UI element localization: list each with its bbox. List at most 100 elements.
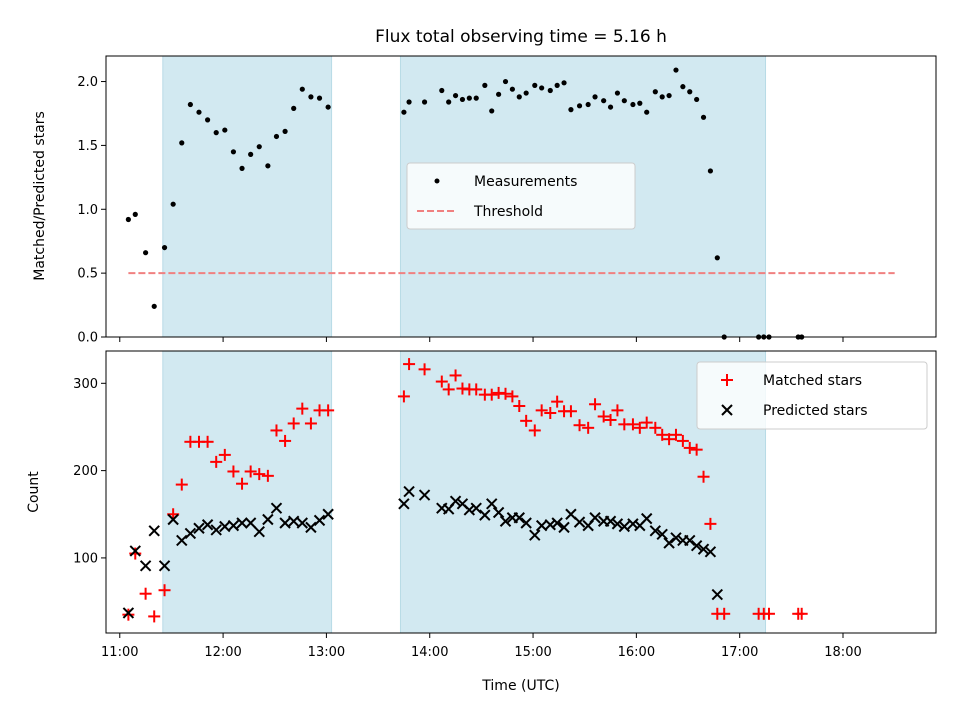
x-tick-label: 16:00 [618,645,655,660]
measurement-point [282,128,288,134]
matched-star-point [649,421,662,434]
observing-windows [162,350,767,634]
predicted-star-point [253,526,265,538]
predicted-star-point [158,560,171,572]
matched-star-point [244,465,257,478]
measurement-point [459,96,466,103]
y-tick-label: 200 [73,464,98,479]
matched-star-point [485,388,498,401]
predicted-star-point [558,521,570,534]
measurement-point [421,99,428,105]
matched-star-point [279,434,292,447]
measurement-point [204,117,211,123]
matched-star-point [597,410,610,423]
measurement-point [132,211,138,217]
y-tick-label: 300 [73,377,98,392]
count-legend-box [696,361,928,430]
measurement-point [523,90,529,96]
measurement-point [576,103,583,109]
measurement-point [308,94,314,100]
matched-star-point [551,395,564,408]
measurement-point [637,100,643,106]
matched-star-point [795,607,808,620]
y-tick-label: 2.0 [77,75,98,90]
matched-star-point [122,608,135,621]
predicted-star-point [670,532,682,544]
predicted-star-point [176,534,188,547]
predicted-star-point [697,543,710,555]
predicted-star-point [129,545,141,557]
matched-star-point [573,419,586,432]
matched-star-point [544,406,557,419]
y-tick-label: 0.5 [77,267,98,282]
measurement-point [473,95,479,101]
matched-star-point [236,477,249,490]
matched-star-point [470,383,483,396]
predicted-star-point [236,517,248,529]
measurement-point [299,86,305,92]
measurement-point [230,149,237,155]
predicted-star-point [167,513,179,526]
predicted-star-point [244,517,257,529]
measurement-point [143,250,149,256]
predicted-star-point [663,537,675,549]
observing-window-1 [162,350,333,634]
ratio-y-ticks: 0.0 0.5 1.0 1.5 2.0 [77,75,106,346]
measurement-point [652,89,658,95]
ratio-axes-frame [105,55,937,338]
measurement-point [568,107,574,113]
measurement-point [607,104,614,110]
predicted-star-point [403,485,415,498]
legend-matched-label: Matched stars [763,373,862,389]
measurement-point [502,78,509,85]
predicted-star-point [201,519,214,531]
predicted-star-point [296,517,309,529]
measurement-point [482,82,488,88]
matched-star-point [418,363,431,376]
matched-star-point [287,417,300,430]
predicted-star-point [611,518,624,530]
ratio-legend-box [406,162,636,230]
predicted-star-point [684,534,696,547]
measurement-point [554,82,560,88]
predicted-star-point [649,525,662,537]
y-tick-label: 1.0 [77,203,98,218]
predicted-star-point [704,546,717,558]
x-tick-label: 17:00 [721,645,758,660]
matched-star-point [762,607,775,620]
matched-star-point [158,584,171,597]
predicted-star-point [711,588,724,601]
measurement-point [687,89,693,95]
measurement-point [700,114,707,120]
matched-star-point [669,428,682,441]
x-tick-label: 15:00 [514,645,551,660]
matched-star-point [253,468,266,481]
legend-matched-marker [721,374,733,386]
matched-star-point [704,517,717,530]
predicted-star-point [492,506,505,519]
matched-star-point [442,383,455,396]
measurement-point [644,109,650,115]
matched-star-point [210,455,223,468]
measurement-point [547,87,553,94]
measurement-point [539,85,545,91]
matched-star-point [589,398,602,411]
matched-star-point [261,469,274,482]
predicted-star-point [184,527,197,540]
matched-star-point [435,375,448,388]
count-x-ticks: 11:00 12:00 13:00 14:00 15:00 16:00 17:00 18:00 [101,633,862,660]
matched-star-point [322,404,335,417]
measurement-point [630,101,636,108]
measurement-point [222,127,228,133]
predicted-star-point [313,514,326,527]
legend-predicted-label: Predicted stars [763,403,868,419]
matched-star-point [718,607,731,620]
matched-star-point [520,414,533,427]
ratio-legend: Measurements Threshold [406,162,636,230]
measurement-point [401,109,407,115]
matched-star-point [296,402,309,415]
predicted-star-point [589,512,601,524]
predicted-star-point [122,607,135,619]
predicted-star-point [270,502,283,514]
predicted-star-point [513,512,525,524]
